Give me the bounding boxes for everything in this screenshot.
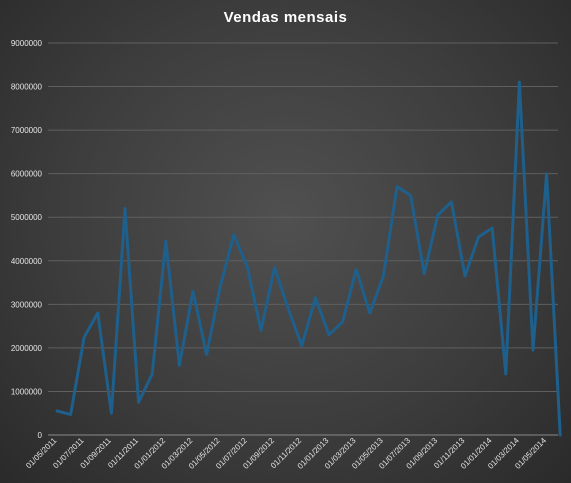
data-point — [341, 320, 344, 323]
y-tick-label: 9000000 — [11, 39, 43, 48]
data-point — [191, 290, 195, 293]
data-point — [450, 200, 453, 204]
data-point — [409, 194, 412, 197]
y-tick-label: 4000000 — [11, 257, 43, 266]
y-tick-label: 7000000 — [11, 126, 43, 135]
data-point — [273, 266, 276, 269]
data-point — [504, 372, 507, 376]
data-point — [287, 307, 290, 310]
data-point — [545, 172, 548, 175]
data-point — [436, 213, 439, 217]
y-tick-label: 6000000 — [11, 170, 43, 179]
data-point — [69, 413, 72, 416]
data-point — [219, 285, 222, 289]
data-point — [246, 266, 249, 269]
data-point — [559, 433, 562, 437]
data-point — [96, 311, 100, 315]
data-point — [123, 207, 127, 210]
series-line — [55, 80, 562, 437]
data-point — [55, 409, 59, 413]
data-point — [178, 364, 181, 367]
data-point — [477, 235, 480, 239]
data-point — [151, 372, 154, 376]
data-point — [531, 348, 535, 352]
data-point — [368, 311, 371, 315]
data-point — [491, 226, 494, 230]
data-point — [314, 296, 317, 299]
y-tick-label: 0 — [38, 431, 43, 440]
y-tick-label: 1000000 — [11, 387, 43, 396]
data-point — [259, 329, 263, 332]
data-point — [137, 401, 140, 404]
data-point — [395, 185, 399, 188]
y-tick-label: 3000000 — [11, 300, 43, 309]
data-point — [518, 81, 521, 84]
data-point — [355, 268, 358, 271]
data-point — [463, 274, 467, 278]
data-point — [205, 353, 208, 356]
data-point — [423, 272, 426, 276]
y-tick-label: 2000000 — [11, 344, 43, 353]
data-point — [232, 233, 235, 236]
data-point — [110, 412, 113, 415]
y-tick-label: 5000000 — [11, 213, 43, 222]
data-point — [300, 344, 303, 347]
data-point — [382, 274, 385, 278]
data-point — [83, 335, 86, 339]
data-point — [164, 239, 167, 243]
chart-title: Vendas mensais — [223, 9, 348, 26]
y-tick-label: 8000000 — [11, 83, 43, 92]
data-point — [327, 333, 331, 337]
